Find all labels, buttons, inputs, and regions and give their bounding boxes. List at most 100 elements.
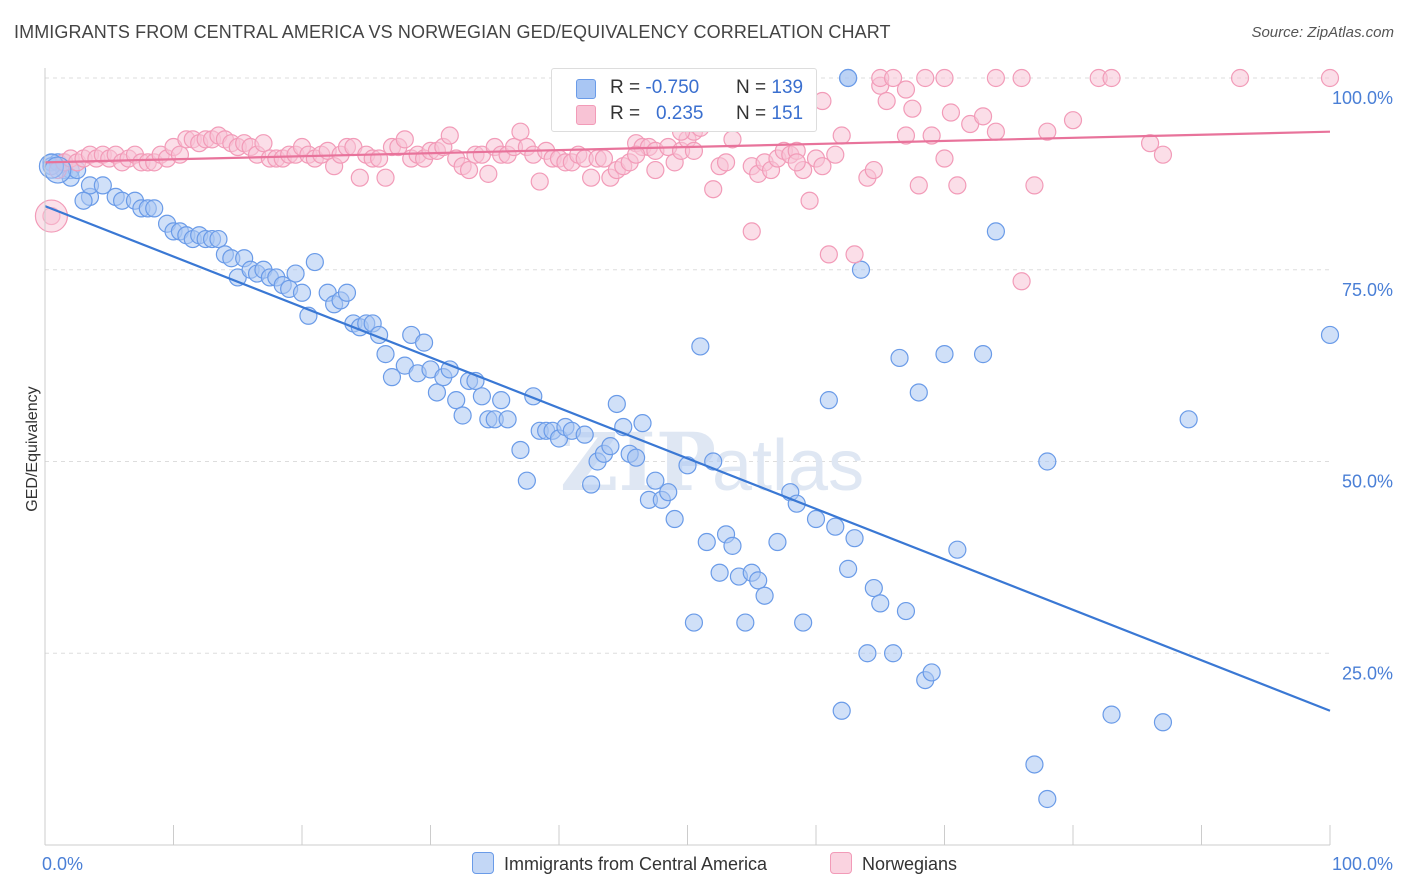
point-series-1-128 — [1038, 452, 1057, 471]
data-points — [34, 68, 1340, 809]
axes — [44, 68, 1331, 846]
trend-line-series-2 — [44, 130, 1331, 164]
point-series-1-52 — [414, 333, 434, 352]
legend-r-series-2: R = 0.235 — [610, 103, 704, 124]
point-series-2-62 — [440, 126, 459, 145]
point-series-2-153 — [935, 68, 954, 88]
x-tick-label-0: 0.0% — [42, 854, 83, 874]
point-series-1-86 — [646, 471, 665, 490]
point-series-1-116 — [871, 594, 890, 613]
point-series-1-109 — [819, 391, 838, 410]
point-series-1-67 — [517, 471, 536, 490]
point-series-1-134 — [1320, 325, 1340, 345]
point-series-2-138 — [1025, 176, 1044, 195]
point-series-1-101 — [749, 571, 768, 590]
point-series-2-143 — [1140, 134, 1160, 153]
y-tick-label-1: 50.0% — [1342, 472, 1393, 492]
point-series-1-54 — [427, 383, 447, 402]
point-series-1-95 — [710, 563, 729, 582]
point-series-2-150 — [787, 153, 806, 172]
point-series-2-130 — [922, 126, 941, 145]
point-series-2-118 — [813, 157, 832, 176]
point-series-1-124 — [935, 345, 954, 364]
point-series-1-48 — [382, 368, 402, 387]
trend-lines — [44, 130, 1331, 712]
point-series-2-140 — [1063, 111, 1083, 130]
point-series-1-125 — [948, 540, 967, 559]
r-value-series-1: -0.750 — [645, 77, 700, 98]
point-series-2-127 — [896, 126, 916, 145]
point-series-1-121 — [909, 383, 928, 402]
point-series-1-92 — [691, 337, 710, 356]
point-series-1-7 — [93, 176, 112, 195]
y-tick-label-0: 25.0% — [1342, 663, 1393, 683]
point-series-2-73 — [511, 122, 530, 141]
correlation-legend: R = -0.750 N = 139 R = 0.235 N = 151 — [551, 68, 817, 132]
legend-r-series-1: R = -0.750 — [610, 77, 700, 98]
point-series-2-137 — [1012, 272, 1031, 291]
point-series-1-75 — [575, 425, 594, 444]
legend-color-series-1 — [472, 852, 494, 874]
point-series-1-37 — [305, 252, 324, 272]
point-series-2-104 — [716, 153, 736, 172]
point-series-2-144 — [1153, 145, 1173, 164]
point-series-1-139 — [74, 191, 93, 210]
point-series-2-149 — [684, 141, 704, 160]
grid-lines — [45, 77, 1330, 654]
point-series-1-111 — [832, 701, 851, 720]
point-series-2-48 — [350, 168, 369, 187]
point-series-2-119 — [826, 145, 845, 164]
point-series-2-146 — [1320, 68, 1340, 88]
x-tick-label-1: 100.0% — [1332, 854, 1393, 874]
legend-n-series-1: N = 139 — [736, 77, 804, 98]
point-series-2-84 — [582, 168, 601, 187]
point-series-2-142 — [1102, 68, 1121, 88]
point-series-1-79 — [601, 437, 620, 456]
legend-swatch-series-1 — [576, 79, 596, 99]
point-series-2-155 — [1012, 68, 1031, 88]
point-series-1-118 — [883, 644, 903, 663]
legend-item-series-2: Norwegians — [830, 852, 957, 875]
point-series-1-119 — [890, 348, 909, 368]
point-series-2-121 — [819, 245, 838, 264]
point-series-2-131 — [935, 149, 954, 168]
point-series-2-157 — [883, 68, 903, 88]
point-series-2-122 — [845, 245, 864, 264]
point-series-1-22 — [209, 229, 228, 249]
point-series-2-136 — [986, 122, 1006, 141]
source-label: Source: ZipAtlas.com — [1251, 24, 1394, 41]
point-series-2-52 — [376, 168, 395, 187]
point-series-1-41 — [337, 283, 357, 302]
series-legend: Immigrants from Central America Norwegia… — [0, 852, 1406, 878]
point-series-1-130 — [1038, 789, 1057, 809]
point-series-2-76 — [530, 172, 549, 191]
point-series-1-88 — [659, 483, 678, 502]
point-series-1-115 — [864, 578, 883, 598]
point-series-2-160 — [646, 160, 665, 180]
point-series-2-154 — [986, 68, 1006, 88]
point-series-2-135 — [973, 107, 993, 126]
point-series-2-145 — [1230, 68, 1250, 88]
point-series-1-114 — [858, 644, 877, 663]
r-value-series-2: 0.235 — [655, 103, 704, 124]
point-series-1-107 — [794, 613, 813, 632]
point-series-1-131 — [1102, 705, 1121, 724]
chart-title: IMMIGRANTS FROM CENTRAL AMERICA VS NORWE… — [14, 22, 891, 42]
point-series-2-55 — [395, 130, 414, 149]
point-series-1-133 — [1179, 410, 1198, 429]
point-series-1-127 — [986, 222, 1006, 241]
y-tick-label-3: 100.0% — [1332, 88, 1393, 108]
point-series-1-135 — [839, 68, 858, 88]
n-value-series-1: 139 — [771, 77, 804, 98]
y-axis-label: GED/Equivalency — [24, 386, 41, 512]
point-series-1-47 — [376, 345, 395, 364]
point-series-1-89 — [665, 509, 684, 529]
point-series-2-128 — [903, 99, 922, 118]
point-series-1-58 — [453, 406, 472, 425]
point-series-1-113 — [845, 529, 864, 548]
point-series-2-124 — [864, 160, 883, 180]
point-series-2-159 — [626, 145, 646, 164]
point-series-1-102 — [755, 586, 774, 605]
legend-label-series-1: Immigrants from Central America — [504, 854, 768, 874]
point-series-2-20 — [170, 145, 190, 164]
